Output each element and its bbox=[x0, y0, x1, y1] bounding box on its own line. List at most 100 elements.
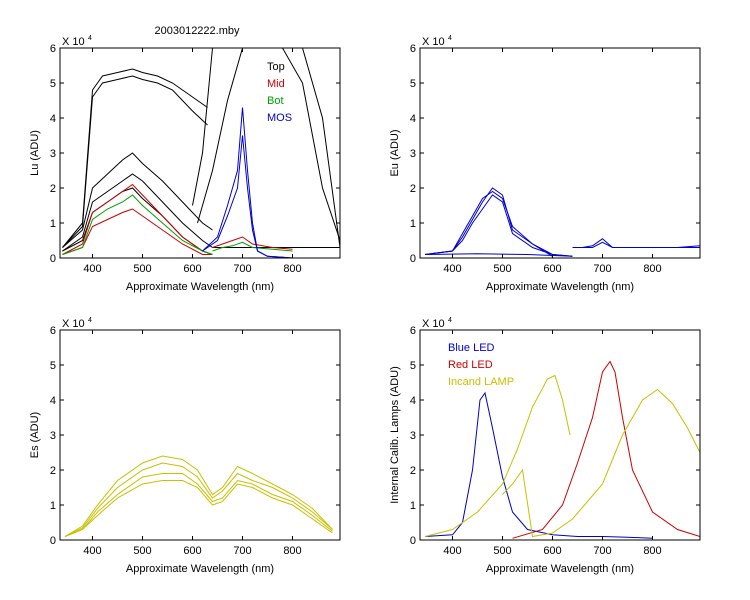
lu-legend-entry-1: Mid bbox=[267, 78, 285, 90]
lu-legend-entry-0: Top bbox=[267, 61, 285, 73]
eu-x-tick-label: 700 bbox=[593, 263, 611, 275]
figure-title: 2003012222.mby bbox=[154, 25, 240, 37]
eu-series-group bbox=[424, 187, 700, 257]
es-x-tick-label: 600 bbox=[183, 545, 201, 557]
lu-y-tick-label: 0 bbox=[50, 253, 56, 265]
calib-series-line-2 bbox=[424, 374, 571, 537]
es-x-tick-label: 400 bbox=[83, 545, 101, 557]
eu-y-tick-label: 6 bbox=[410, 43, 416, 55]
lu-series-line-11 bbox=[62, 194, 213, 255]
lu-x-tick-label: 600 bbox=[183, 263, 201, 275]
calib-axis-exponent: 4 bbox=[448, 317, 452, 324]
calib-y-tick-label: 4 bbox=[410, 395, 416, 407]
eu-axis-multiplier: X 10 bbox=[422, 36, 445, 48]
es-series-line-0 bbox=[64, 455, 333, 537]
lu-series-group bbox=[62, 48, 340, 258]
es-axis-exponent: 4 bbox=[88, 317, 92, 324]
eu-x-tick-label: 600 bbox=[543, 263, 561, 275]
calib-series-line-0 bbox=[424, 391, 653, 539]
es-series-line-3 bbox=[64, 480, 333, 537]
eu-x-tick-label: 400 bbox=[443, 263, 461, 275]
es-axis-multiplier: X 10 bbox=[62, 318, 85, 330]
es-x-tick-label: 700 bbox=[233, 545, 251, 557]
eu-series-line-1 bbox=[424, 194, 573, 257]
eu-x-axis-label: Approximate Wavelength (nm) bbox=[486, 281, 634, 293]
lu-legend-entry-3: MOS bbox=[267, 112, 292, 124]
calib-x-axis-label: Approximate Wavelength (nm) bbox=[486, 563, 634, 575]
lu-y-axis-label: Lu (ADU) bbox=[29, 130, 41, 176]
calib-x-tick-label: 800 bbox=[643, 545, 661, 557]
calib-y-tick-label: 6 bbox=[410, 325, 416, 337]
eu-y-tick-label: 5 bbox=[410, 78, 416, 90]
es-y-tick-label: 4 bbox=[50, 395, 56, 407]
calib-y-tick-label: 1 bbox=[410, 500, 416, 512]
eu-plot-frame bbox=[419, 47, 701, 259]
es-x-axis-label: Approximate Wavelength (nm) bbox=[126, 563, 274, 575]
es-series-group bbox=[64, 455, 333, 537]
calib-series-line-1 bbox=[512, 360, 700, 539]
es-series-line-2 bbox=[64, 473, 333, 537]
es-y-tick-label: 5 bbox=[50, 360, 56, 372]
lu-x-tick-label: 500 bbox=[133, 263, 151, 275]
lu-series-line-6 bbox=[192, 48, 340, 248]
lu-series-line-2 bbox=[62, 152, 213, 248]
eu-y-tick-label: 2 bbox=[410, 183, 416, 195]
lu-axis-exponent: 4 bbox=[88, 35, 92, 42]
calib-series-line-3 bbox=[502, 388, 700, 538]
calib-x-tick-label: 600 bbox=[543, 545, 561, 557]
lu-y-tick-label: 1 bbox=[50, 218, 56, 230]
calib-legend-entry-1: Red LED bbox=[448, 359, 493, 371]
lu-x-tick-label: 400 bbox=[83, 263, 101, 275]
lu-series-line-3 bbox=[62, 173, 213, 252]
eu-y-tick-label: 4 bbox=[410, 113, 416, 125]
lu-x-axis-label: Approximate Wavelength (nm) bbox=[126, 281, 274, 293]
lu-x-tick-label: 800 bbox=[283, 263, 301, 275]
calib-series-group bbox=[424, 360, 700, 539]
es-y-tick-label: 3 bbox=[50, 430, 56, 442]
lu-series-line-10 bbox=[212, 236, 293, 250]
calib-y-tick-label: 3 bbox=[410, 430, 416, 442]
calib-y-axis-label: Internal Calib. Lamps (ADU) bbox=[389, 366, 401, 504]
eu-x-tick-label: 800 bbox=[643, 263, 661, 275]
es-y-tick-label: 0 bbox=[50, 535, 56, 547]
calib-x-tick-label: 500 bbox=[493, 545, 511, 557]
lu-series-line-12 bbox=[212, 241, 293, 252]
lu-plot-frame bbox=[59, 47, 341, 259]
lu-series-line-1 bbox=[62, 75, 208, 248]
lu-series-line-8 bbox=[62, 183, 213, 255]
eu-axis-exponent: 4 bbox=[448, 35, 452, 42]
calib-x-tick-label: 400 bbox=[443, 545, 461, 557]
es-x-tick-label: 800 bbox=[283, 545, 301, 557]
lu-y-tick-label: 5 bbox=[50, 78, 56, 90]
eu-y-tick-label: 0 bbox=[410, 253, 416, 265]
eu-x-tick-label: 500 bbox=[493, 263, 511, 275]
eu-series-line-2 bbox=[424, 190, 553, 257]
lu-y-tick-label: 3 bbox=[50, 148, 56, 160]
lu-series-line-14 bbox=[202, 135, 293, 258]
lu-series-line-9 bbox=[62, 208, 213, 255]
es-y-axis-label: Es (ADU) bbox=[29, 412, 41, 458]
lu-y-tick-label: 6 bbox=[50, 43, 56, 55]
lu-series-line-7 bbox=[197, 48, 340, 241]
lu-legend-entry-2: Bot bbox=[267, 95, 284, 107]
lu-x-tick-label: 700 bbox=[233, 263, 251, 275]
es-series-line-1 bbox=[64, 462, 333, 537]
calib-y-tick-label: 2 bbox=[410, 465, 416, 477]
es-y-tick-label: 6 bbox=[50, 325, 56, 337]
lu-y-tick-label: 4 bbox=[50, 113, 56, 125]
eu-series-line-5 bbox=[572, 241, 700, 248]
eu-series-line-0 bbox=[424, 187, 573, 257]
lu-axis-multiplier: X 10 bbox=[62, 36, 85, 48]
lu-y-tick-label: 2 bbox=[50, 183, 56, 195]
eu-y-tick-label: 1 bbox=[410, 218, 416, 230]
eu-y-axis-label: Eu (ADU) bbox=[389, 129, 401, 176]
calib-axis-multiplier: X 10 bbox=[422, 318, 445, 330]
calib-y-tick-label: 5 bbox=[410, 360, 416, 372]
calib-y-tick-label: 0 bbox=[410, 535, 416, 547]
es-y-tick-label: 2 bbox=[50, 465, 56, 477]
es-x-tick-label: 500 bbox=[133, 545, 151, 557]
